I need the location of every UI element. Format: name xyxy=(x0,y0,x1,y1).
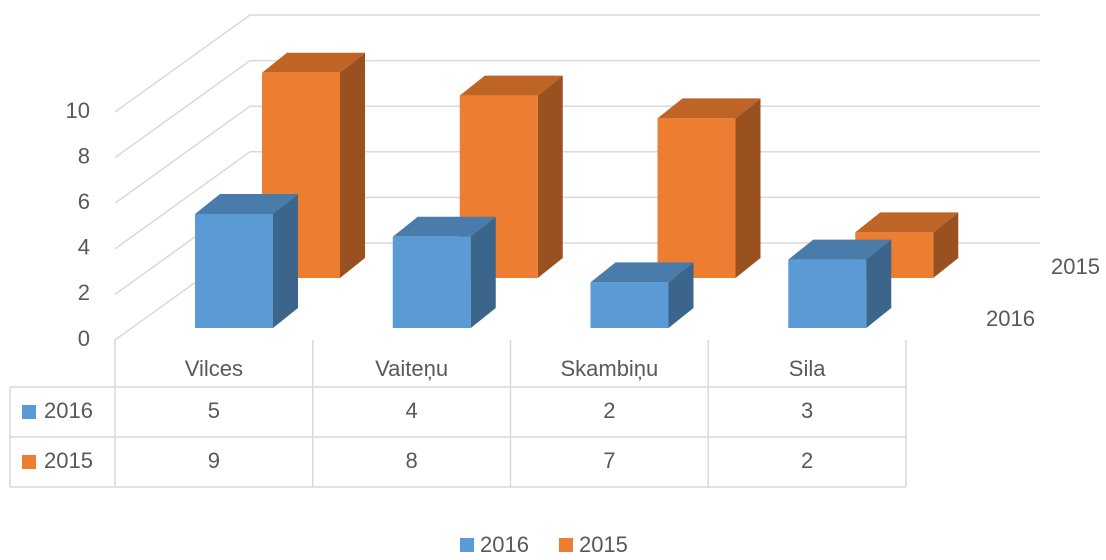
bar xyxy=(195,194,298,328)
bar-top xyxy=(657,98,761,119)
legend-key xyxy=(460,538,474,552)
bar-top xyxy=(788,239,892,260)
bar-side xyxy=(273,194,298,328)
bar-side xyxy=(866,239,892,328)
bar xyxy=(657,98,761,279)
bar-side xyxy=(933,212,959,278)
grid-line xyxy=(114,151,1040,250)
table-legend-key xyxy=(22,405,36,419)
table-series-name: 2016 xyxy=(44,398,93,423)
bar-side xyxy=(537,75,563,278)
table-legend-key xyxy=(22,455,36,469)
y-tick-label: 6 xyxy=(78,189,90,214)
depth-label: 2016 xyxy=(986,306,1035,331)
bar-side xyxy=(735,98,761,279)
x-tick-label: Vaiteņu xyxy=(375,356,448,381)
depth-label: 2015 xyxy=(1051,254,1100,279)
bar-front xyxy=(788,259,867,328)
bar-side xyxy=(668,262,694,328)
table-value: 2 xyxy=(801,448,813,473)
bar-front xyxy=(590,282,669,328)
bar-front xyxy=(195,214,273,328)
table-value: 5 xyxy=(208,398,220,423)
bar xyxy=(590,262,694,328)
bar xyxy=(392,216,496,328)
y-tick-label: 2 xyxy=(78,280,90,305)
bar-top xyxy=(262,52,365,73)
bar xyxy=(262,52,365,278)
table-value: 7 xyxy=(603,448,615,473)
table-series-name: 2015 xyxy=(44,448,93,473)
y-tick-label: 10 xyxy=(66,98,90,123)
legend-label: 2016 xyxy=(480,532,529,557)
bar xyxy=(788,239,892,328)
y-tick-label: 0 xyxy=(78,326,90,351)
bar-side xyxy=(470,216,496,328)
x-tick-label: Sila xyxy=(789,356,826,381)
table-value: 9 xyxy=(208,448,220,473)
bar-front xyxy=(657,118,736,279)
bar-side xyxy=(340,52,365,278)
table-value: 4 xyxy=(406,398,418,423)
table-value: 3 xyxy=(801,398,813,423)
x-tick-label: Skambiņu xyxy=(560,356,658,381)
grid-line xyxy=(114,59,1040,159)
y-tick-label: 8 xyxy=(78,143,90,168)
legend-label: 2015 xyxy=(579,532,628,557)
bar-front xyxy=(392,236,471,328)
y-tick-label: 4 xyxy=(78,235,90,260)
bar-top xyxy=(590,262,694,283)
bar-top xyxy=(855,212,959,233)
table-value: 2 xyxy=(603,398,615,423)
bar-top xyxy=(459,75,563,96)
legend-key xyxy=(558,538,573,552)
bar-top xyxy=(195,194,298,214)
x-tick-label: Vilces xyxy=(185,356,243,381)
table-value: 8 xyxy=(406,448,418,473)
grid-line xyxy=(114,105,1040,204)
bar-top xyxy=(392,216,496,237)
grid-line xyxy=(114,14,1040,113)
